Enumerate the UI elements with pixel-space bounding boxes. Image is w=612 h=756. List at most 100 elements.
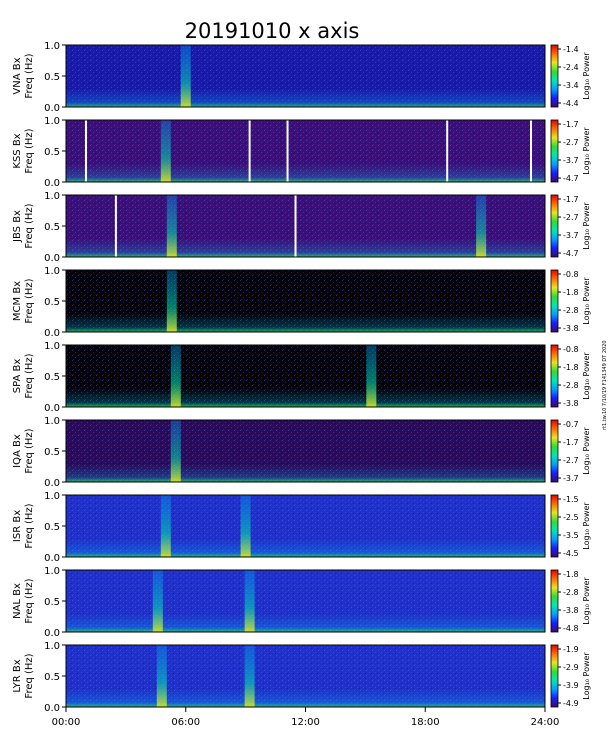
colorbar-tick-label: -3.8 — [563, 399, 579, 408]
burst-event — [180, 45, 191, 107]
low-frequency-band — [66, 163, 545, 182]
colorbar-tick-label: -3.7 — [563, 156, 579, 165]
y-tick-label: 1.0 — [44, 566, 60, 577]
colorbar-tick-label: -4.8 — [563, 624, 579, 633]
colorbar-tick-label: -1.8 — [563, 288, 579, 297]
station-label: MCM Bx — [12, 281, 23, 321]
low-frequency-band — [66, 538, 545, 557]
colorbar-label: Log₁₀ Power — [582, 577, 591, 625]
colorbar-tick-label: -3.7 — [563, 474, 579, 483]
frequency-axis-label: Freq (Hz) — [24, 53, 35, 98]
colorbar-tick-label: -1.7 — [563, 438, 579, 447]
y-tick-label: 1.0 — [44, 491, 60, 502]
colorbar-tick-label: -2.5 — [563, 513, 579, 522]
colorbar — [550, 44, 559, 108]
panel-nal: 0.0 0.5 1.0 NAL Bx Freq (Hz) -1.8 -2.8 -3.8 -4.8… — [12, 566, 591, 639]
colorbar-tick-label: -4.4 — [563, 99, 579, 108]
y-tick-label: 0.5 — [44, 447, 60, 458]
data-gap-line — [114, 195, 117, 257]
colorbar-tick-label: -1.9 — [563, 645, 579, 654]
panel-lyr: 0.0 0.5 1.0 LYR Bx Freq (Hz) -1.9 -2.9 -3.9 -4.9… — [12, 641, 591, 714]
y-tick-label: 1.0 — [44, 116, 60, 127]
x-tick-label: 18:00 — [411, 717, 440, 728]
y-tick-label: 0.0 — [44, 178, 60, 189]
low-frequency-band — [66, 388, 545, 407]
colorbar — [550, 494, 559, 558]
burst-event — [170, 420, 181, 482]
colorbar-label: Log₁₀ Power — [582, 52, 591, 100]
y-tick-label: 0.5 — [44, 372, 60, 383]
burst-event — [170, 345, 181, 407]
x-tick-label: 24:00 — [531, 717, 560, 728]
burst-event — [240, 495, 251, 557]
low-frequency-band — [66, 238, 545, 257]
frequency-axis-label: Freq (Hz) — [24, 203, 35, 248]
burst-event — [366, 345, 377, 407]
frequency-axis-label: Freq (Hz) — [24, 278, 35, 323]
burst-event — [166, 270, 177, 332]
panel-kss: 0.0 0.5 1.0 KSS Bx Freq (Hz) -1.7 -2.7 -3.7 -4.7… — [12, 116, 591, 189]
y-tick-label: 0.0 — [44, 103, 60, 114]
colorbar — [550, 419, 559, 483]
figure-title: 20191010 x axis — [185, 19, 360, 43]
y-tick-label: 1.0 — [44, 41, 60, 52]
colorbar — [550, 194, 559, 258]
colorbar-tick-label: -2.8 — [563, 588, 579, 597]
colorbar-tick-label: -0.8 — [563, 270, 579, 279]
panel-isr: 0.0 0.5 1.0 ISR Bx Freq (Hz) -1.5 -2.5 -3.5 -4.5… — [12, 491, 591, 564]
frequency-axis-label: Freq (Hz) — [24, 353, 35, 398]
panel-spa: 0.0 0.5 1.0 SPA Bx Freq (Hz) -0.8 -1.8 -2.8 -3.8… — [12, 341, 591, 414]
data-gap-line — [530, 120, 533, 182]
colorbar-label: Log₁₀ Power — [582, 427, 591, 475]
colorbar-label: Log₁₀ Power — [582, 652, 591, 700]
y-tick-label: 1.0 — [44, 416, 60, 427]
y-tick-label: 0.0 — [44, 478, 60, 489]
y-tick-label: 0.0 — [44, 328, 60, 339]
frequency-axis-label: Freq (Hz) — [24, 503, 35, 548]
colorbar-tick-label: -1.8 — [563, 570, 579, 579]
frequency-axis-label: Freq (Hz) — [24, 578, 35, 623]
burst-event — [166, 195, 177, 257]
frequency-axis-label: Freq (Hz) — [24, 428, 35, 473]
colorbar-tick-label: -3.9 — [563, 681, 579, 690]
low-frequency-band — [66, 88, 545, 107]
y-tick-label: 0.5 — [44, 147, 60, 158]
colorbar-tick-label: -1.5 — [563, 495, 579, 504]
y-tick-label: 0.0 — [44, 628, 60, 639]
colorbar-tick-label: -3.5 — [563, 531, 579, 540]
burst-event — [244, 645, 255, 707]
data-gap-line — [286, 120, 289, 182]
colorbar-tick-label: -3.7 — [563, 231, 579, 240]
low-frequency-band — [66, 463, 545, 482]
y-tick-label: 0.5 — [44, 72, 60, 83]
station-label: LYR Bx — [12, 659, 23, 692]
y-tick-label: 1.0 — [44, 191, 60, 202]
y-tick-label: 0.5 — [44, 222, 60, 233]
colorbar-label: Log₁₀ Power — [582, 202, 591, 250]
y-tick-label: 0.0 — [44, 403, 60, 414]
colorbar-tick-label: -2.7 — [563, 456, 579, 465]
data-gap-line — [446, 120, 449, 182]
colorbar — [550, 569, 559, 633]
colorbar — [550, 644, 559, 708]
data-gap-line — [248, 120, 251, 182]
colorbar-tick-label: -3.8 — [563, 324, 579, 333]
burst-event — [160, 495, 171, 557]
low-frequency-band — [66, 313, 545, 332]
burst-event — [160, 120, 171, 182]
panel-iqa: 0.0 0.5 1.0 IQA Bx Freq (Hz) -0.7 -1.7 -2.7 -3.7… — [12, 416, 591, 489]
x-tick-label: 12:00 — [291, 717, 320, 728]
colorbar-tick-label: -0.7 — [563, 420, 579, 429]
time-axis: 00:00 06:00 12:00 18:00 24:00 — [52, 707, 560, 728]
low-frequency-band — [66, 613, 545, 632]
colorbar — [550, 269, 559, 333]
panel-mcm: 0.0 0.5 1.0 MCM Bx Freq (Hz) -0.8 -1.8 -2.8 -3.8… — [12, 266, 591, 339]
y-tick-label: 0.0 — [44, 703, 60, 714]
x-tick-label: 00:00 — [52, 717, 81, 728]
burst-event — [244, 570, 255, 632]
colorbar-tick-label: -4.5 — [563, 549, 579, 558]
y-tick-label: 1.0 — [44, 641, 60, 652]
